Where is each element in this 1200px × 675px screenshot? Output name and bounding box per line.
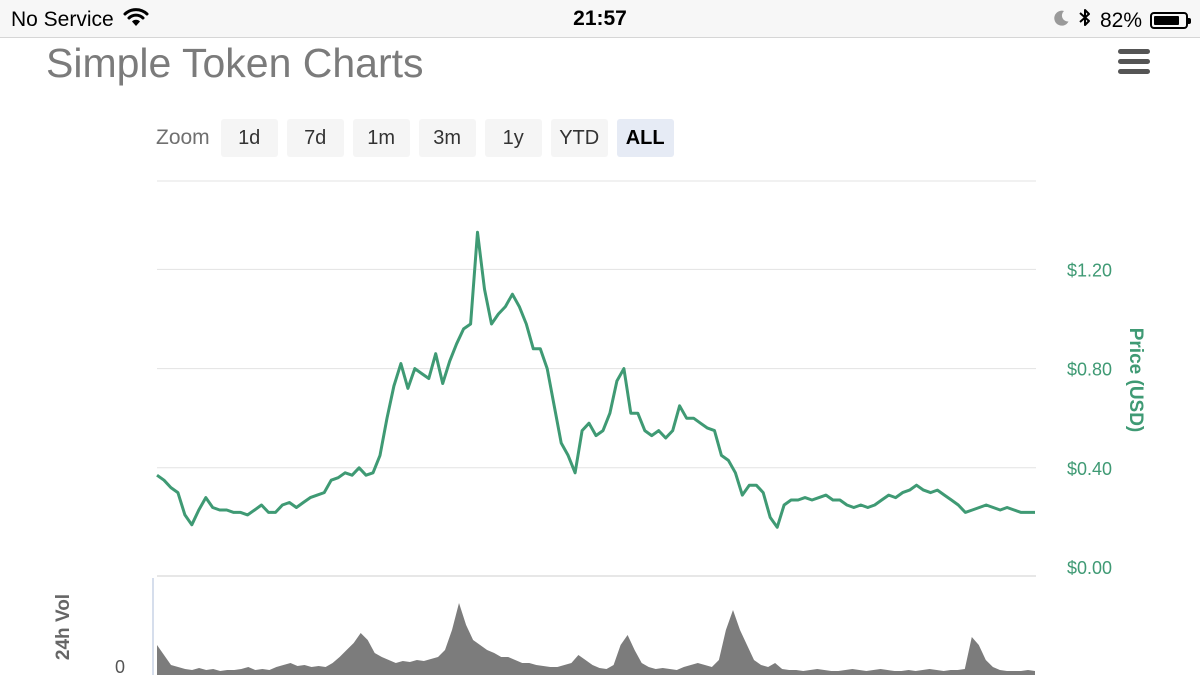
zoom-button-7d[interactable]: 7d xyxy=(286,119,344,157)
carrier-label: No Service xyxy=(11,8,114,31)
moon-icon xyxy=(1052,9,1070,33)
menu-bar-bottom xyxy=(1118,69,1150,74)
battery-tip xyxy=(1188,18,1191,24)
volume-axis-title: 24h Vol xyxy=(53,594,74,660)
zoom-button-3m[interactable]: 3m xyxy=(418,119,476,157)
battery-icon xyxy=(1150,12,1191,29)
battery-percent: 82% xyxy=(1099,8,1142,32)
zoom-label: Zoom xyxy=(156,126,210,149)
menu-bar-top xyxy=(1118,49,1150,54)
price-axis-tick-label: $1.20 xyxy=(1067,260,1112,280)
battery-level xyxy=(1154,16,1179,25)
status-left: No Service xyxy=(11,7,149,33)
status-bar: No Service 21:57 82% xyxy=(0,0,1200,38)
zoom-button-1y[interactable]: 1y xyxy=(484,119,542,157)
zoom-button-ytd[interactable]: YTD xyxy=(550,119,608,157)
price-series-line xyxy=(156,230,1035,529)
menu-bar-middle xyxy=(1118,59,1150,64)
status-right: 82% xyxy=(1052,7,1191,34)
zoom-bar: Zoom 1d 7d 1m 3m 1y YTD ALL xyxy=(156,118,683,158)
price-axis-tick-label: $0.80 xyxy=(1067,360,1112,380)
volume-series-area xyxy=(157,603,1035,675)
bluetooth-icon xyxy=(1078,7,1092,34)
page-title: Simple Token Charts xyxy=(46,40,424,86)
zoom-button-1d[interactable]: 1d xyxy=(220,119,278,157)
price-axis-title: Price (USD) xyxy=(1125,328,1146,433)
wifi-icon xyxy=(123,7,149,33)
price-axis-tick-label: $0.00 xyxy=(1067,558,1112,578)
hamburger-menu-icon[interactable] xyxy=(1116,48,1152,78)
zoom-button-1m[interactable]: 1m xyxy=(352,119,410,157)
volume-axis-tick-label: 0 xyxy=(115,657,125,675)
zoom-button-all[interactable]: ALL xyxy=(616,119,674,157)
price-axis-tick-label: $0.40 xyxy=(1067,459,1112,479)
